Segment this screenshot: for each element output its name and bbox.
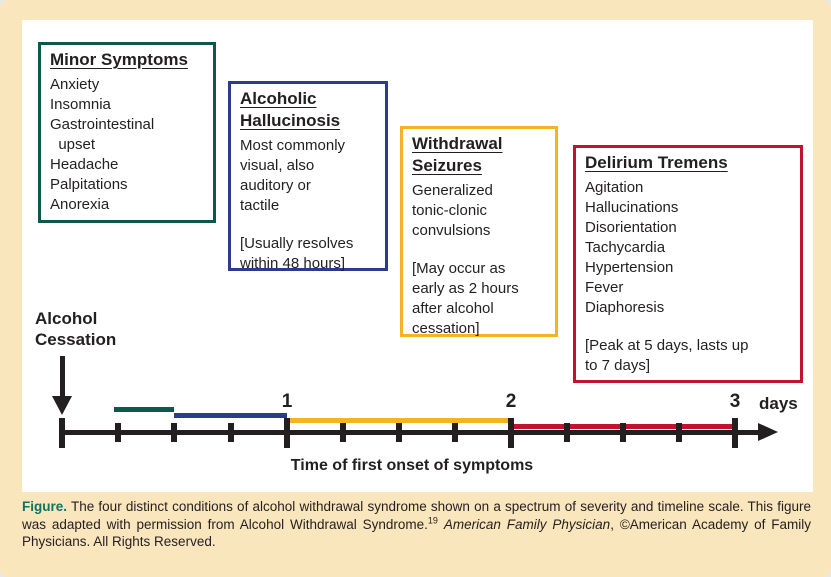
minor-symptoms-items: Anxiety Insomnia Gastrointestinal upset … — [50, 76, 155, 213]
down-arrow-icon — [52, 396, 72, 415]
caption-reference-number: 19 — [427, 515, 438, 525]
diagram-panel: Minor Symptoms Anxiety Insomnia Gastroin… — [22, 20, 813, 492]
caption-figure-label: Figure. — [22, 499, 68, 514]
day-label-1: 1 — [281, 391, 293, 412]
axis-tick-minor — [340, 423, 346, 442]
right-arrow-icon — [758, 423, 778, 441]
timeline-axis — [62, 430, 760, 435]
axis-tick-minor — [620, 423, 626, 442]
alcoholic-hallucinosis-title: Alcoholic Hallucinosis — [240, 89, 341, 130]
axis-tick-minor — [676, 423, 682, 442]
withdrawal-seizures-title: Withdrawal Seizures — [412, 134, 503, 175]
caption-text: The four distinct conditions of alcohol … — [22, 499, 811, 532]
caption-journal-name: American Family Physician — [443, 516, 611, 532]
day-label-3: 3 — [729, 391, 741, 412]
minor-symptoms-box: Minor Symptoms Anxiety Insomnia Gastroin… — [38, 42, 216, 223]
alcoholic-hallucinosis-box: Alcoholic Hallucinosis Most commonly vis… — [228, 81, 388, 272]
delirium-tremens-title: Delirium Tremens — [585, 153, 728, 172]
day-label-2: 2 — [505, 391, 517, 412]
figure-caption: Figure. The four distinct conditions of … — [22, 498, 811, 551]
alcoholic-hallucinosis-note: [Usually resolves within 48 hours] — [240, 235, 354, 272]
axis-tick-minor — [452, 423, 458, 442]
delirium-tremens-items: Agitation Hallucinations Disorientation … — [585, 179, 679, 316]
bar-minor-symptoms — [114, 407, 174, 412]
bar-withdrawal-seizures — [289, 418, 511, 423]
alcohol-cessation-label: Alcohol Cessation — [35, 309, 117, 349]
delirium-tremens-box: Delirium Tremens Agitation Hallucination… — [573, 145, 803, 383]
alcoholic-hallucinosis-description: Most commonly visual, also auditory or t… — [240, 137, 346, 214]
axis-tick-major-day2 — [508, 418, 514, 448]
axis-title: Time of first onset of symptoms — [290, 457, 534, 474]
withdrawal-seizures-description: Generalized tonic-clonic convulsions — [412, 182, 493, 239]
minor-symptoms-title: Minor Symptoms — [50, 50, 188, 69]
axis-tick-minor — [228, 423, 234, 442]
bar-alcoholic-hallucinosis — [174, 413, 287, 418]
axis-tick-minor — [171, 423, 177, 442]
axis-tick-major-day0 — [59, 418, 65, 448]
axis-tick-minor — [396, 423, 402, 442]
axis-tick-minor — [115, 423, 121, 442]
axis-tick-major-day3 — [732, 418, 738, 448]
axis-tick-major-day1 — [284, 418, 290, 448]
delirium-tremens-note: [Peak at 5 days, lasts up to 7 days] — [585, 337, 749, 374]
withdrawal-seizures-note: [May occur as early as 2 hours after alc… — [412, 260, 519, 337]
days-unit-label: days — [759, 394, 798, 413]
down-arrow-shaft — [60, 356, 65, 398]
axis-tick-minor — [564, 423, 570, 442]
caption-rights-text: , ©American Academy of Family Physicians… — [22, 516, 812, 550]
withdrawal-seizures-box: Withdrawal Seizures Generalized tonic-cl… — [400, 126, 558, 337]
